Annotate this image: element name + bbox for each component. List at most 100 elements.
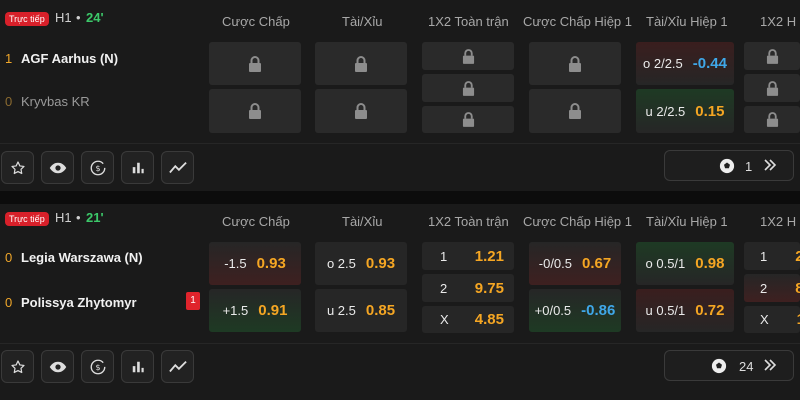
money-timer-icon: $ <box>90 359 105 374</box>
odds-line: X <box>760 312 769 327</box>
odds-value: 0.93 <box>256 255 286 272</box>
bar-chart-icon <box>132 162 144 173</box>
handicap-h1-away-button[interactable]: +0/0.5 -0.86 <box>529 289 621 332</box>
odds-value: -0.86 <box>581 302 616 319</box>
column-header-handicap-h1: Cược Chấp Hiệp 1 <box>523 214 632 229</box>
match-period: H1 <box>55 210 72 225</box>
cashout-button[interactable]: $ <box>81 151 114 184</box>
odds-value: 0.15 <box>695 102 725 120</box>
column-header-1x2-h1: 1X2 H <box>760 214 797 229</box>
bar-chart-icon <box>132 361 144 372</box>
red-card-badge: 1 <box>186 292 200 310</box>
lock-icon <box>462 48 474 64</box>
under-odds-button[interactable]: u 2.5 0.85 <box>315 289 407 332</box>
line-chart-icon <box>168 360 187 372</box>
odds-line: o 2/2.5 <box>643 56 683 71</box>
odds-value: 0.91 <box>258 302 288 319</box>
eye-icon <box>49 162 66 173</box>
star-icon <box>10 160 25 174</box>
watch-button[interactable] <box>41 151 74 184</box>
home-team-name[interactable]: Legia Warszawa (N) <box>21 250 143 265</box>
odds-value: -0.44 <box>692 55 727 72</box>
match-card-1: Trực tiếp H1 • 24' Cược Chấp Tài/Xỉu 1X2… <box>0 0 800 191</box>
odds-value: 0.72 <box>695 302 725 319</box>
cashout-button[interactable]: $ <box>81 350 114 383</box>
odds-line: X <box>440 312 449 327</box>
locked-odds-cell <box>529 42 621 85</box>
match-separator <box>0 191 800 204</box>
odds-value: 0.67 <box>582 255 612 272</box>
stats-button[interactable] <box>121 151 154 184</box>
match-period: H1 <box>55 10 72 25</box>
column-header-over-under: Tài/Xỉu <box>342 214 383 229</box>
away-win-odds-button[interactable]: 2 9.75 <box>422 274 514 302</box>
trend-button[interactable] <box>161 350 194 383</box>
home-team-name[interactable]: AGF Aarhus (N) <box>21 51 119 66</box>
away-team-name[interactable]: Polissya Zhytomyr <box>21 295 137 310</box>
under-odds-h1-button[interactable]: u 2/2.5 0.15 <box>636 89 734 133</box>
locked-odds-cell <box>744 42 800 70</box>
live-badge: Trực tiếp <box>5 12 49 26</box>
under-odds-h1-button[interactable]: u 0.5/1 0.72 <box>636 289 734 332</box>
handicap-home-button[interactable]: -1.5 0.93 <box>209 242 301 285</box>
svg-text:$: $ <box>95 362 100 372</box>
locked-odds-cell <box>422 74 514 102</box>
odds-line: o 2.5 <box>326 256 356 271</box>
column-header-handicap: Cược Chấp <box>222 14 290 29</box>
odds-line: u 2.5 <box>326 303 356 318</box>
lock-icon <box>249 55 261 72</box>
odds-value: 0.93 <box>365 255 396 272</box>
lock-icon <box>462 80 474 96</box>
live-badge: Trực tiếp <box>5 212 49 226</box>
odds-value: 0.98 <box>695 255 725 272</box>
handicap-h1-home-button[interactable]: -0/0.5 0.67 <box>529 242 621 285</box>
eye-icon <box>49 361 66 372</box>
locked-odds-cell <box>315 89 407 133</box>
home-win-h1-odds-button[interactable]: 1 2 <box>744 242 800 270</box>
column-header-over-under-h1: Tài/Xỉu Hiệp 1 <box>646 214 728 229</box>
column-header-handicap-h1: Cược Chấp Hiệp 1 <box>523 14 632 29</box>
odds-value: 0.85 <box>365 302 396 319</box>
match-card-2: Trực tiếp H1 • 21' Cược Chấp Tài/Xỉu 1X2… <box>0 204 800 400</box>
odds-line: +1.5 <box>222 303 249 318</box>
lock-icon <box>766 112 778 127</box>
trend-button[interactable] <box>161 151 194 184</box>
away-score: 0 <box>5 94 13 109</box>
lock-icon <box>355 103 367 119</box>
odds-line: +0/0.5 <box>534 303 572 318</box>
soccer-ball-icon <box>719 158 735 174</box>
draw-h1-odds-button[interactable]: X 1 <box>744 306 800 333</box>
over-odds-h1-button[interactable]: o 2/2.5 -0.44 <box>636 42 734 85</box>
away-win-h1-odds-button[interactable]: 2 8 <box>744 274 800 302</box>
watch-button[interactable] <box>41 350 74 383</box>
odds-value-cut: 8 <box>795 279 800 297</box>
stats-button[interactable] <box>121 350 154 383</box>
more-markets-button[interactable]: 1 <box>664 150 794 181</box>
locked-odds-cell <box>315 42 407 85</box>
away-team-name[interactable]: Kryvbas KR <box>21 94 90 109</box>
more-markets-button[interactable]: 24 <box>664 350 794 381</box>
over-odds-button[interactable]: o 2.5 0.93 <box>315 242 407 285</box>
column-header-1x2: 1X2 Toàn trận <box>428 14 509 29</box>
match-minute: 24' <box>86 10 104 25</box>
draw-odds-button[interactable]: X 4.85 <box>422 306 514 333</box>
odds-line: -0/0.5 <box>538 256 573 271</box>
column-header-over-under: Tài/Xỉu <box>342 14 383 29</box>
away-score: 0 <box>5 295 13 310</box>
locked-odds-cell <box>209 89 301 133</box>
lock-icon <box>249 103 261 119</box>
home-score: 0 <box>5 250 13 265</box>
odds-value-cut: 2 <box>795 247 800 265</box>
money-timer-icon: $ <box>90 160 105 175</box>
favorite-button[interactable] <box>1 350 34 383</box>
locked-odds-cell <box>422 42 514 70</box>
favorite-button[interactable] <box>1 151 34 184</box>
lock-icon <box>462 112 474 127</box>
home-win-odds-button[interactable]: 1 1.21 <box>422 242 514 270</box>
lock-icon <box>569 103 581 119</box>
line-chart-icon <box>168 161 187 173</box>
odds-line: u 0.5/1 <box>645 303 686 318</box>
over-odds-h1-button[interactable]: o 0.5/1 0.98 <box>636 242 734 285</box>
column-header-1x2-h1: 1X2 H <box>760 14 797 29</box>
handicap-away-button[interactable]: +1.5 0.91 <box>209 289 301 332</box>
